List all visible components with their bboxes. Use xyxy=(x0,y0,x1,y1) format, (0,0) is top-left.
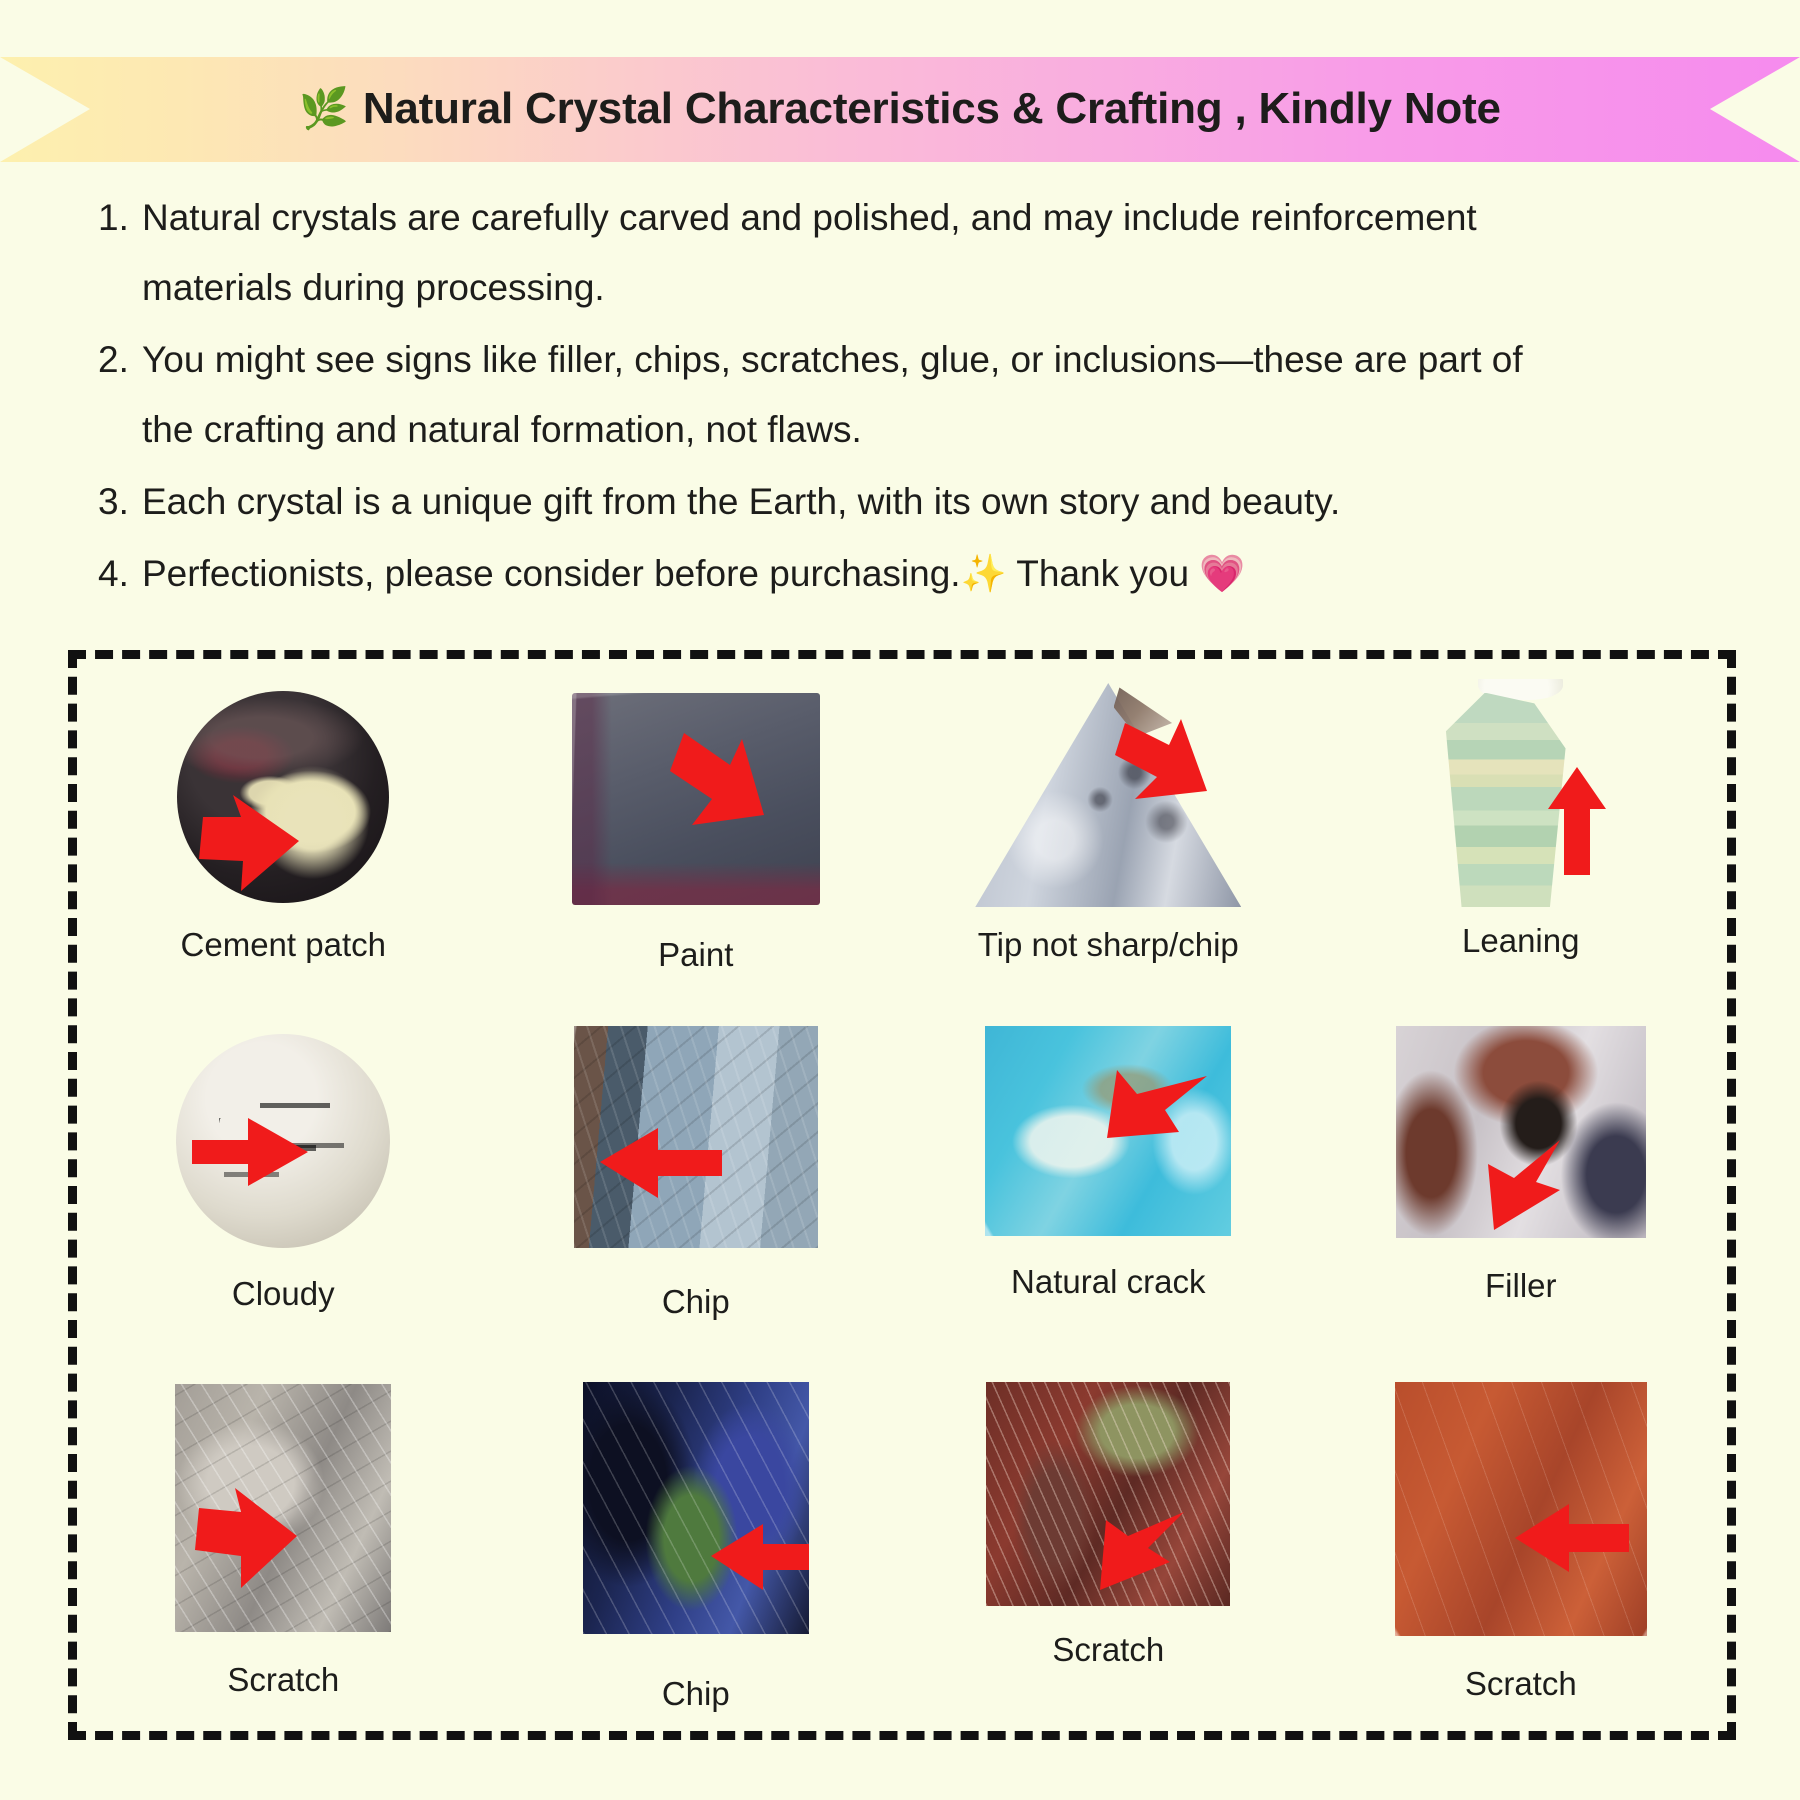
red-arrow-icon xyxy=(1096,1504,1194,1600)
herb-icon: 🌿 xyxy=(299,86,349,131)
header-banner: 🌿 Natural Crystal Characteristics & Craf… xyxy=(0,57,1800,162)
gallery-item-cloudy[interactable]: Cloudy xyxy=(77,1016,490,1373)
red-arrow-icon xyxy=(1514,1502,1631,1574)
list-item-number: 3. xyxy=(98,481,129,522)
gallery-item-label: Cement patch xyxy=(180,926,386,963)
gallery-item-label: Tip not sharp/chip xyxy=(977,926,1239,963)
gallery-item-leaning[interactable]: Leaning xyxy=(1315,659,1728,1016)
page-title-text: Natural Crystal Characteristics & Crafti… xyxy=(362,83,1501,133)
list-item-text-before: Perfectionists, please consider before p… xyxy=(142,553,961,594)
gallery-item-cement-patch[interactable]: Cement patch xyxy=(77,659,490,1016)
list-item: 2. You might see signs like filler, chip… xyxy=(98,325,1758,465)
gallery-item-scratch-3[interactable]: Scratch xyxy=(1315,1374,1728,1731)
examples-gallery: Cement patch Paint xyxy=(68,650,1736,1740)
red-arrow-icon xyxy=(192,1118,310,1188)
list-item-text: Each crystal is a unique gift from the E… xyxy=(142,481,1341,522)
examples-grid: Cement patch Paint xyxy=(77,659,1727,1731)
red-arrow-icon xyxy=(599,1126,724,1200)
red-arrow-icon xyxy=(195,795,305,899)
thumb-chip-2 xyxy=(582,1381,809,1634)
gallery-item-label: Chip xyxy=(661,1283,730,1321)
gallery-item-scratch-1[interactable]: Scratch xyxy=(77,1374,490,1731)
gallery-item-tip-not-sharp[interactable]: Tip not sharp/chip xyxy=(902,659,1315,1016)
banner-ribbon-shape xyxy=(0,57,1800,162)
thumb-scratch-1 xyxy=(175,1383,392,1632)
tower-tip xyxy=(1478,679,1564,700)
list-item-text-after: Thank you xyxy=(1006,553,1200,594)
list-item-text: Natural crystals are carefully carved an… xyxy=(142,197,1477,308)
red-arrow-icon xyxy=(1546,767,1608,877)
list-item: 3. Each crystal is a unique gift from th… xyxy=(98,467,1758,537)
list-item-number: 4. xyxy=(98,553,129,594)
gallery-item-label: Filler xyxy=(1485,1267,1557,1305)
thumb-leaning xyxy=(1396,679,1646,907)
gallery-item-label: Scratch xyxy=(227,1660,340,1698)
gallery-item-label: Leaning xyxy=(1462,922,1580,959)
gallery-item-filler[interactable]: Filler xyxy=(1315,1016,1728,1373)
thumb-tip-not-sharp xyxy=(975,683,1242,907)
thumb-cloudy xyxy=(176,1034,391,1249)
red-arrow-icon xyxy=(668,729,770,837)
gallery-item-chip-1[interactable]: Chip xyxy=(490,1016,903,1373)
red-arrow-icon xyxy=(1103,1066,1211,1166)
red-arrow-icon xyxy=(1115,711,1215,807)
gallery-item-natural-crack[interactable]: Natural crack xyxy=(902,1016,1315,1373)
list-item: 1. Natural crystals are carefully carved… xyxy=(98,183,1758,323)
thumb-scratch-3 xyxy=(1394,1381,1647,1636)
thumb-natural-crack xyxy=(985,1026,1232,1237)
tower-shape xyxy=(1445,692,1566,907)
sparkles-icon: ✨ xyxy=(960,553,1007,594)
heart-icon: 💗 xyxy=(1199,553,1246,594)
thumb-paint xyxy=(571,693,820,905)
notes-list: 1. Natural crystals are carefully carved… xyxy=(98,183,1758,611)
gallery-item-scratch-2[interactable]: Scratch xyxy=(902,1374,1315,1731)
gallery-item-label: Scratch xyxy=(1464,1664,1577,1702)
gallery-item-label: Scratch xyxy=(1052,1630,1165,1668)
gallery-item-paint[interactable]: Paint xyxy=(490,659,903,1016)
gallery-item-label: Paint xyxy=(658,936,734,973)
gallery-item-label: Natural crack xyxy=(1011,1263,1206,1301)
thumb-chip-1 xyxy=(573,1026,818,1249)
red-arrow-icon xyxy=(710,1522,809,1592)
red-arrow-icon xyxy=(193,1487,301,1594)
thumb-filler xyxy=(1395,1026,1646,1239)
list-item-text: Perfectionists, please consider before p… xyxy=(142,539,1542,609)
list-item-text: You might see signs like filler, chips, … xyxy=(142,339,1523,450)
thumb-cement-patch xyxy=(177,691,390,903)
list-item-number: 1. xyxy=(98,197,129,238)
list-item-number: 2. xyxy=(98,339,129,380)
gallery-item-label: Chip xyxy=(661,1674,730,1712)
thumb-scratch-2 xyxy=(986,1381,1231,1606)
gallery-item-label: Cloudy xyxy=(231,1275,335,1313)
page-title: 🌿 Natural Crystal Characteristics & Craf… xyxy=(0,57,1800,162)
red-arrow-icon xyxy=(1487,1138,1580,1234)
gallery-item-chip-2[interactable]: Chip xyxy=(490,1374,903,1731)
list-item: 4. Perfectionists, please consider befor… xyxy=(98,539,1758,609)
